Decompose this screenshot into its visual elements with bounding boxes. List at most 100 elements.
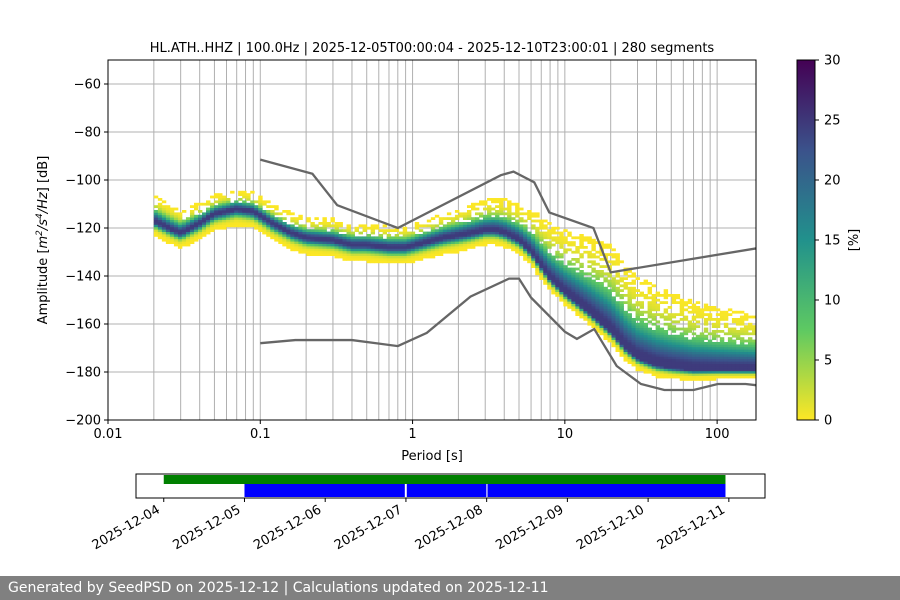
heatmap-cell xyxy=(623,272,628,276)
heatmap-cell xyxy=(695,349,701,352)
heatmap-cell xyxy=(715,344,721,348)
heatmap-cell xyxy=(591,315,596,319)
heatmap-cell xyxy=(258,226,263,230)
heatmap-cell xyxy=(354,248,359,252)
heatmap-cell xyxy=(418,238,424,242)
heatmap-cell xyxy=(286,212,291,216)
heatmap-cell xyxy=(274,238,279,242)
heatmap-cell xyxy=(202,212,207,216)
heatmap-cell xyxy=(390,258,396,261)
heatmap-cell xyxy=(683,373,689,376)
heatmap-cell xyxy=(699,354,705,357)
colorbar-tick-label: 5 xyxy=(824,354,832,369)
heatmap-cell xyxy=(414,243,420,247)
heatmap-cell xyxy=(627,346,632,350)
heatmap-cell xyxy=(346,231,351,235)
heatmap-cell xyxy=(173,219,179,223)
heatmap-cell xyxy=(503,219,508,223)
heatmap-cell xyxy=(418,246,424,249)
heatmap-cell xyxy=(567,284,572,288)
heatmap-cell xyxy=(559,284,564,288)
heatmap-cell xyxy=(591,296,596,300)
heatmap-cell xyxy=(410,231,416,235)
heatmap-cell xyxy=(627,282,632,285)
heatmap-cell xyxy=(491,241,496,244)
heatmap-cell xyxy=(246,214,251,218)
heatmap-cell xyxy=(691,356,697,360)
heatmap-cell xyxy=(703,318,709,321)
heatmap-cell xyxy=(743,370,749,374)
heatmap-cell xyxy=(623,325,628,328)
heatmap-cell xyxy=(202,234,207,237)
heatmap-cell xyxy=(358,231,363,235)
heatmap-cell xyxy=(671,296,677,300)
heatmap-cell xyxy=(450,236,456,240)
heatmap-cell xyxy=(470,222,476,225)
heatmap-cell xyxy=(165,226,171,230)
heatmap-cell xyxy=(254,217,259,220)
heatmap-cell xyxy=(238,222,243,225)
heatmap-cell xyxy=(322,231,327,235)
heatmap-cell xyxy=(414,238,420,242)
heatmap-cell xyxy=(234,222,239,225)
heatmap-cell xyxy=(503,222,508,225)
heatmap-cell xyxy=(434,229,440,232)
heatmap-cell xyxy=(627,318,632,321)
heatmap-cell xyxy=(286,243,291,247)
heatmap-cell xyxy=(274,229,279,232)
heatmap-cell xyxy=(450,222,456,225)
heatmap-cell xyxy=(715,366,721,369)
heatmap-cell xyxy=(543,224,548,228)
heatmap-cell xyxy=(165,229,171,232)
heatmap-cell xyxy=(398,250,404,254)
heatmap-cell xyxy=(655,368,661,372)
heatmap-cell xyxy=(615,272,620,276)
heatmap-cell xyxy=(394,255,400,259)
heatmap-cell xyxy=(719,375,725,379)
heatmap-cell xyxy=(499,222,504,225)
heatmap-cell xyxy=(599,320,604,324)
heatmap-cell xyxy=(743,315,749,319)
heatmap-cell xyxy=(173,234,179,237)
heatmap-cell xyxy=(619,303,624,307)
heatmap-cell xyxy=(579,243,584,247)
heatmap-cell xyxy=(599,282,604,285)
heatmap-cell xyxy=(727,375,733,379)
heatmap-cell xyxy=(430,243,436,247)
heatmap-cell xyxy=(631,334,636,338)
heatmap-cell xyxy=(310,248,315,252)
heatmap-cell xyxy=(603,303,608,307)
heatmap-cell xyxy=(531,219,536,223)
heatmap-cell xyxy=(599,243,604,247)
heatmap-cell xyxy=(635,310,640,314)
psd-density-heatmap xyxy=(153,190,756,381)
heatmap-cell xyxy=(531,246,536,249)
heatmap-cell xyxy=(330,224,335,228)
heatmap-cell xyxy=(270,219,275,223)
heatmap-cell xyxy=(290,224,295,228)
heatmap-cell xyxy=(234,200,239,204)
heatmap-cell xyxy=(635,334,640,338)
heatmap-cell xyxy=(635,342,640,345)
heatmap-cell xyxy=(571,277,576,280)
heatmap-cell xyxy=(571,284,576,288)
heatmap-cell xyxy=(707,308,713,312)
heatmap-cell xyxy=(631,358,636,362)
heatmap-cell xyxy=(310,234,315,237)
heatmap-cell xyxy=(623,286,628,290)
heatmap-cell xyxy=(210,226,215,230)
heatmap-cell xyxy=(474,234,480,237)
y-tick-label: −160 xyxy=(65,318,101,333)
heatmap-cell xyxy=(430,236,436,240)
heatmap-cell xyxy=(603,289,608,292)
heatmap-cell xyxy=(579,236,584,240)
y-tick-label: −180 xyxy=(65,366,101,381)
heatmap-cell xyxy=(635,358,640,362)
heatmap-cell xyxy=(703,368,709,372)
heatmap-cell xyxy=(611,322,616,326)
heatmap-cell xyxy=(366,258,372,261)
heatmap-cell xyxy=(739,315,745,319)
heatmap-cell xyxy=(611,260,616,264)
heatmap-cell xyxy=(418,248,424,252)
heatmap-cell xyxy=(462,217,468,220)
